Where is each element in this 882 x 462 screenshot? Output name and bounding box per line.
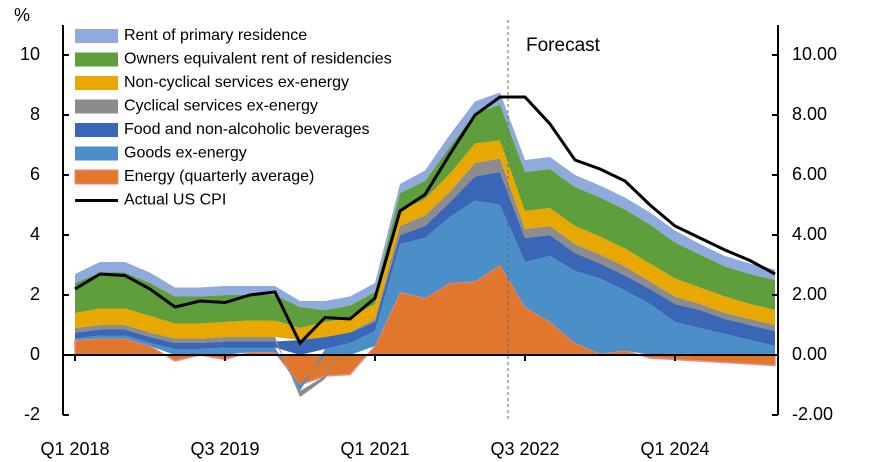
y-tick-label: 6 bbox=[30, 164, 40, 184]
legend-label: Goods ex-energy bbox=[124, 145, 247, 162]
legend-swatch bbox=[75, 123, 118, 137]
legend-label: Rent of primary residence bbox=[124, 27, 307, 44]
y-tick-label: 4 bbox=[30, 224, 40, 244]
y-tick-label: 8 bbox=[30, 104, 40, 124]
area bbox=[75, 158, 775, 397]
legend-swatch bbox=[75, 76, 118, 90]
x-tick-label: Q1 2024 bbox=[640, 439, 709, 459]
area bbox=[75, 200, 775, 391]
legend-swatch bbox=[74, 169, 119, 185]
legend-label: Cyclical services ex-energy bbox=[124, 98, 318, 115]
x-tick-label: Q1 2018 bbox=[40, 439, 109, 459]
legend-swatch bbox=[75, 52, 118, 67]
x-tick-label: Q3 2022 bbox=[490, 439, 559, 459]
y-tick-label: 10 bbox=[20, 44, 40, 64]
x-tick-label: Q1 2021 bbox=[340, 439, 409, 459]
legend-label: Non-cyclical services ex-energy bbox=[124, 74, 349, 91]
legend-swatch bbox=[75, 99, 118, 114]
y-tick-label: -2 bbox=[24, 404, 40, 424]
line bbox=[74, 95, 776, 346]
y2-tick-label: -2.00 bbox=[792, 404, 833, 424]
y-tick-label: 0 bbox=[30, 344, 40, 364]
legend-label: Owners equivalent rent of residencies bbox=[124, 51, 392, 68]
y2-tick-label: 8.00 bbox=[792, 104, 827, 124]
legend-swatch bbox=[75, 146, 118, 161]
y-tick-label: 2 bbox=[30, 284, 40, 304]
annotation: Forecast bbox=[526, 35, 601, 56]
y-axis-label: % bbox=[14, 5, 30, 25]
y2-tick-label: 2.00 bbox=[792, 284, 827, 304]
y2-tick-label: 4.00 bbox=[792, 224, 827, 244]
area bbox=[75, 104, 775, 328]
y2-tick-label: 0.00 bbox=[792, 344, 827, 364]
x-tick-label: Q3 2019 bbox=[190, 439, 259, 459]
legend-label: Actual US CPI bbox=[124, 192, 226, 209]
legend-label: Energy (quarterly average) bbox=[124, 168, 314, 185]
y2-tick-label: 10.00 bbox=[792, 44, 837, 64]
y2-tick-label: 6.00 bbox=[792, 164, 827, 184]
legend-swatch bbox=[75, 29, 118, 43]
area bbox=[75, 140, 775, 340]
area bbox=[75, 172, 775, 355]
legend-label: Food and non-alcoholic beverages bbox=[124, 121, 370, 138]
